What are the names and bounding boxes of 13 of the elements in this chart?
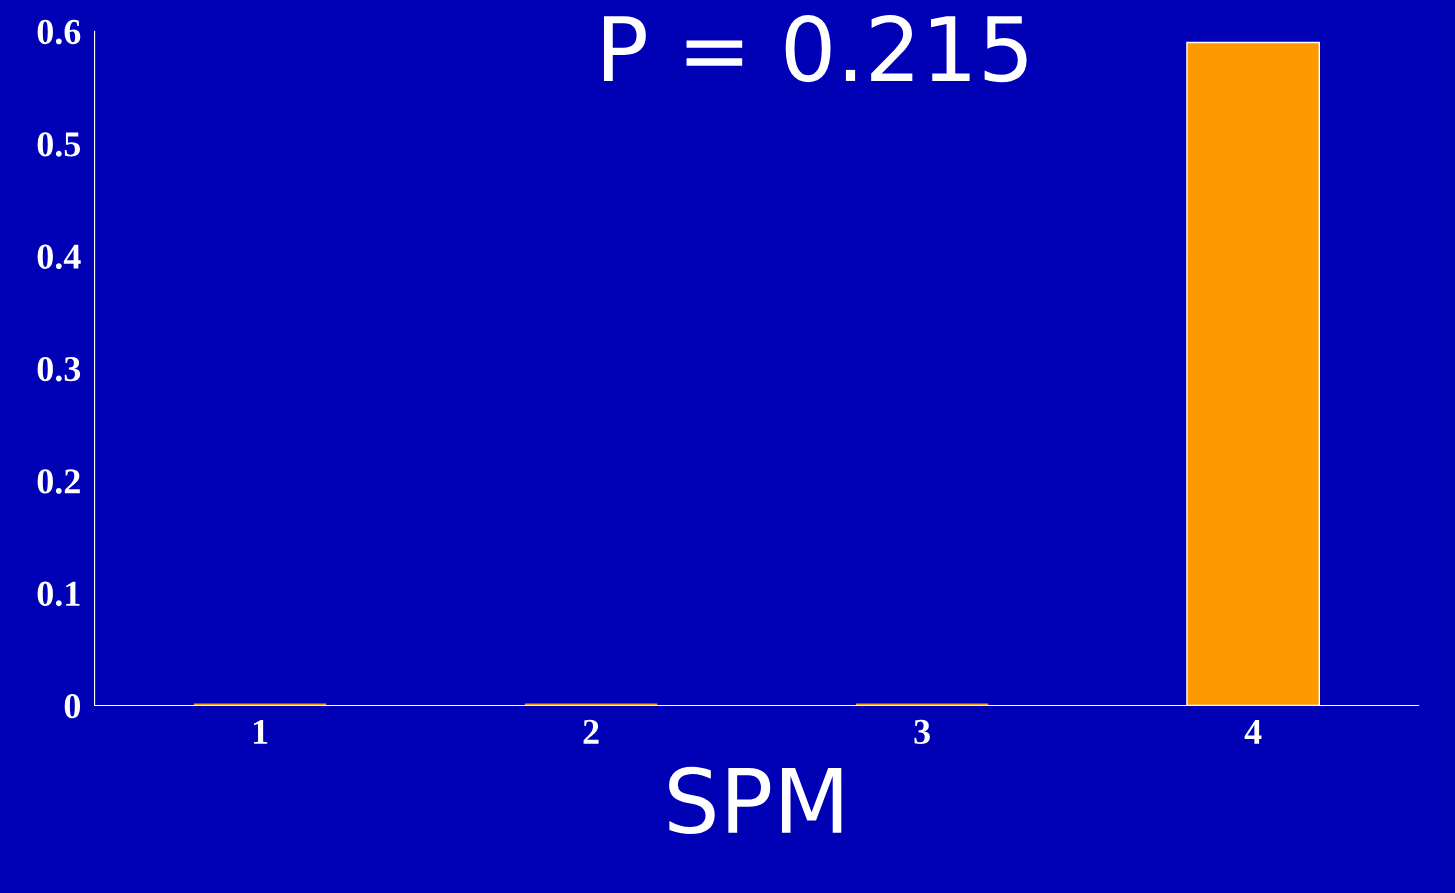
x-axis-title: SPM	[669, 766, 842, 835]
y-tick-label: 0.1	[37, 581, 80, 607]
y-tick-label: 0.6	[37, 19, 81, 45]
y-tick-label: 0.3	[37, 356, 81, 382]
chart-title: P = 0.215	[603, 14, 1027, 83]
x-tick-label: 4	[1244, 719, 1262, 744]
x-tick-label: 2	[583, 719, 599, 744]
x-tick-label: 3	[914, 719, 930, 745]
y-tick-label: 0.4	[37, 244, 81, 270]
x-tick-label: 1	[253, 719, 268, 744]
y-tick-label: 0.5	[37, 132, 81, 157]
y-tick-label: 0	[64, 693, 80, 719]
y-tick-label: 0.2	[37, 469, 80, 494]
